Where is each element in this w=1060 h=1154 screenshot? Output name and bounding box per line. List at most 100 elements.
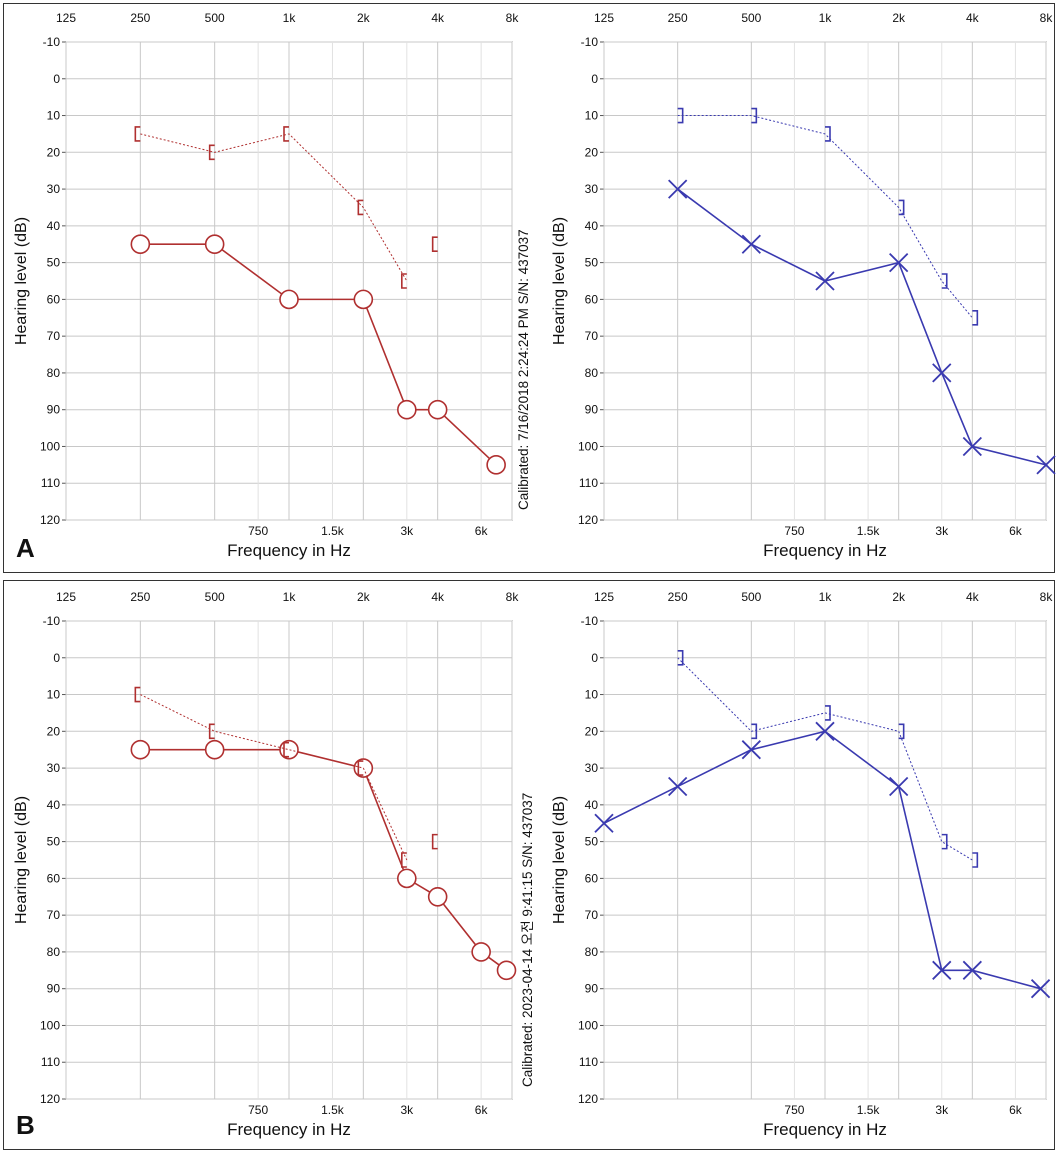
x-top-tick-label: 250 bbox=[130, 11, 150, 25]
bone-conduction-point bbox=[134, 686, 141, 703]
bone-conduction-point bbox=[431, 833, 438, 850]
y-axis-title: Hearing level (dB) bbox=[551, 217, 568, 345]
bone-conduction-point bbox=[941, 833, 948, 850]
bone-conduction-point bbox=[941, 273, 948, 289]
air-conduction-point bbox=[889, 252, 909, 273]
x-bottom-tick-label: 1.5k bbox=[321, 524, 345, 538]
x-top-tick-label: 500 bbox=[205, 590, 225, 604]
air-conduction-point bbox=[1030, 979, 1051, 999]
y-tick-label: 70 bbox=[47, 329, 61, 343]
y-tick-label: 80 bbox=[47, 945, 61, 959]
bone-conduction-point bbox=[972, 852, 979, 868]
bone-conduction-point bbox=[357, 199, 364, 216]
x-top-tick-label: 250 bbox=[668, 590, 688, 604]
y-tick-label: 10 bbox=[585, 109, 599, 123]
y-tick-label: 90 bbox=[47, 403, 61, 417]
x-axis-title: Frequency in Hz bbox=[763, 1120, 887, 1139]
y-tick-label: 30 bbox=[585, 761, 599, 775]
air-conduction-point bbox=[353, 289, 374, 310]
y-tick-label: 60 bbox=[585, 871, 599, 885]
x-top-tick-label: 125 bbox=[56, 590, 76, 604]
bone-conduction-point bbox=[972, 309, 979, 326]
y-tick-label: 80 bbox=[47, 366, 61, 380]
y-tick-label: 60 bbox=[585, 292, 599, 306]
x-top-tick-label: 2k bbox=[357, 11, 371, 25]
x-bottom-tick-label: 3k bbox=[935, 1103, 949, 1117]
air-conduction-point bbox=[962, 436, 982, 457]
y-tick-label: 100 bbox=[40, 1018, 60, 1032]
x-top-tick-label: 8k bbox=[1040, 11, 1054, 25]
y-tick-label: 120 bbox=[578, 1092, 598, 1106]
right-ear-audiogram-b: -10 0 10 20 30 40 50 60 70 80 90 100 110 120 125 250 500… bbox=[551, 590, 1053, 1139]
bone-conduction-point bbox=[208, 723, 215, 740]
x-top-tick-label: 500 bbox=[205, 11, 225, 25]
bone-conduction-line bbox=[140, 133, 408, 282]
x-bottom-tick-label: 750 bbox=[248, 524, 268, 538]
y-tick-label: 90 bbox=[47, 982, 61, 996]
bone-conduction-point bbox=[401, 273, 407, 289]
y-tick-label: 10 bbox=[585, 688, 599, 702]
y-tick-label: 80 bbox=[585, 945, 599, 959]
x-bottom-tick-label: 750 bbox=[784, 1103, 804, 1117]
x-bottom-tick-label: 3k bbox=[935, 524, 949, 538]
x-top-tick-label: 125 bbox=[594, 590, 614, 604]
y-tick-label: 20 bbox=[47, 724, 61, 738]
y-tick-label: 120 bbox=[40, 513, 60, 527]
y-tick-label: 50 bbox=[47, 835, 61, 849]
y-tick-label: -10 bbox=[43, 614, 61, 628]
y-tick-label: 110 bbox=[41, 1055, 60, 1069]
y-tick-label: 70 bbox=[585, 908, 599, 922]
air-conduction-point bbox=[397, 868, 417, 889]
y-tick-label: 50 bbox=[585, 256, 599, 270]
bone-conduction-point bbox=[825, 126, 831, 142]
air-conduction-point bbox=[486, 455, 506, 475]
air-conduction-point bbox=[741, 234, 761, 254]
x-top-tick-label: 4k bbox=[966, 590, 980, 604]
audiogram-panel-a: -10 0 10 20 30 40 50 60 70 80 90 100 110 120 125 250 500… bbox=[3, 3, 1056, 573]
y-tick-label: 120 bbox=[40, 1092, 60, 1106]
air-conduction-point bbox=[594, 813, 614, 833]
air-conduction-point bbox=[668, 179, 688, 199]
right-ear-audiogram-a: -10 0 10 20 30 40 50 60 70 80 90 100 110 120 125 250 500… bbox=[551, 11, 1056, 560]
x-axis-title: Frequency in Hz bbox=[763, 541, 887, 560]
y-tick-label: 90 bbox=[585, 403, 599, 417]
y-tick-label: 70 bbox=[585, 329, 599, 343]
air-conduction-point bbox=[130, 234, 151, 255]
audiogram-panel-b: -10 0 10 20 30 40 50 60 70 80 90 100 110 120 125 250 500… bbox=[3, 580, 1055, 1150]
x-bottom-tick-label: 750 bbox=[248, 1103, 268, 1117]
calibration-label: Calibrated: 7/16/2018 2:24:24 PM S/N: 43… bbox=[516, 229, 531, 510]
x-bottom-tick-label: 1.5k bbox=[321, 1103, 345, 1117]
y-tick-label: 50 bbox=[47, 256, 61, 270]
x-top-tick-label: 125 bbox=[56, 11, 76, 25]
y-tick-label: 60 bbox=[47, 292, 61, 306]
y-tick-label: 20 bbox=[585, 724, 599, 738]
bone-conduction-point bbox=[677, 649, 684, 666]
panel-label: B bbox=[16, 1110, 35, 1140]
y-tick-label: 100 bbox=[578, 439, 598, 453]
x-bottom-tick-label: 6k bbox=[475, 524, 489, 538]
air-conduction-line bbox=[140, 243, 497, 466]
air-conduction-point bbox=[130, 739, 151, 760]
x-top-tick-label: 4k bbox=[966, 11, 980, 25]
y-tick-label: 30 bbox=[585, 182, 599, 196]
y-tick-label: 20 bbox=[47, 145, 61, 159]
air-conduction-line bbox=[140, 748, 507, 971]
bone-conduction-point bbox=[751, 107, 758, 124]
y-tick-label: -10 bbox=[581, 35, 599, 49]
x-axis-title: Frequency in Hz bbox=[227, 541, 351, 560]
y-tick-label: 100 bbox=[578, 1018, 598, 1032]
bone-conduction-point bbox=[357, 760, 364, 776]
x-bottom-tick-label: 3k bbox=[400, 1103, 414, 1117]
x-top-tick-label: 8k bbox=[506, 11, 520, 25]
y-axis-title: Hearing level (dB) bbox=[13, 796, 30, 924]
air-conduction-point bbox=[815, 271, 835, 291]
bone-conduction-point bbox=[825, 705, 831, 721]
calibration-label: Calibrated: 2023-04-14 오전 9:41:15 S/N: 4… bbox=[520, 792, 535, 1087]
air-conduction-point bbox=[496, 960, 517, 981]
y-tick-label: -10 bbox=[43, 35, 61, 49]
bone-conduction-point bbox=[751, 723, 758, 740]
air-conduction-point bbox=[962, 960, 982, 980]
y-tick-label: 50 bbox=[585, 835, 599, 849]
x-top-tick-label: 1k bbox=[819, 11, 833, 25]
y-tick-label: 80 bbox=[585, 366, 599, 380]
